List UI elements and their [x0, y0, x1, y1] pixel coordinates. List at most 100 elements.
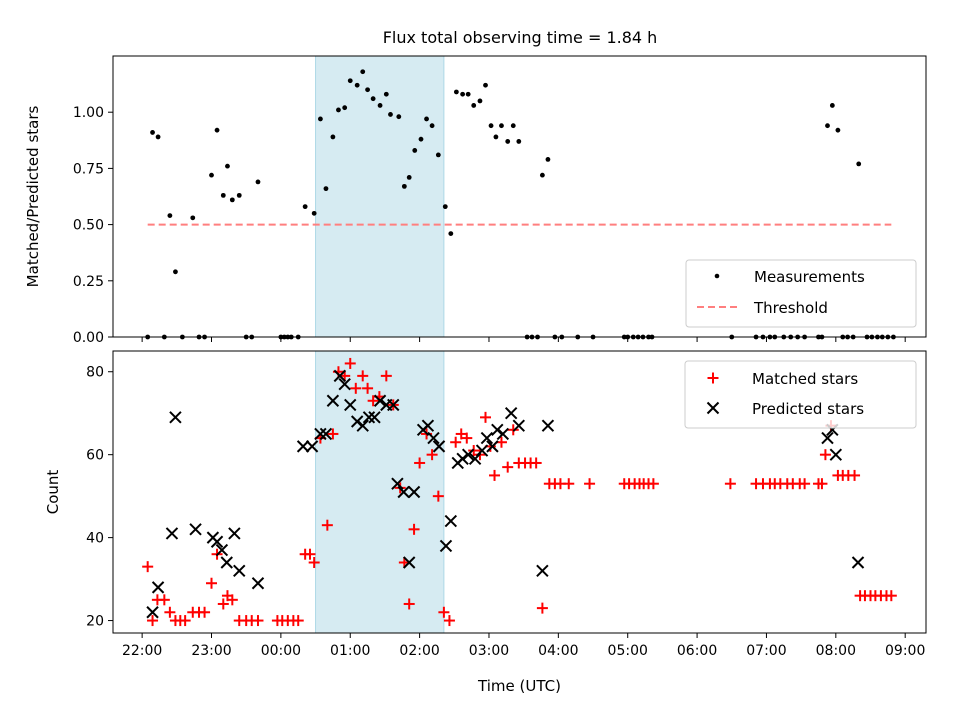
- predicted-star-point: [480, 431, 494, 445]
- predicted-star-point: [373, 394, 387, 407]
- predicted-mark-b: [541, 419, 555, 432]
- predicted-star-point: [362, 411, 376, 424]
- top-y-tick-label: 1.00: [73, 105, 104, 121]
- x-tick-label: 02:00: [399, 643, 439, 659]
- predicted-mark-b: [220, 556, 233, 569]
- predicted-star-point: [356, 419, 369, 432]
- x-tick-label: 09:00: [885, 643, 925, 659]
- predicted-mark-b: [397, 485, 410, 499]
- predicted-stars-points: [146, 369, 865, 619]
- top-legend: Measurements Threshold: [685, 259, 917, 328]
- predicted-mark-b: [512, 419, 526, 432]
- measurement-point: [167, 213, 173, 219]
- matched-star-point: [480, 411, 492, 423]
- predicted-star-point: [541, 419, 555, 432]
- measurement-point: [229, 197, 235, 203]
- predicted-mark-b: [210, 535, 224, 548]
- measurement-point: [383, 91, 389, 97]
- bottom-axis-ticks: 22:00 23:00 00:00 01:00 02:00 03:00 04:00 05:00…: [86, 365, 925, 659]
- measurement-point: [155, 134, 161, 140]
- predicted-mark-b: [338, 377, 351, 391]
- predicted-mark-b: [233, 564, 246, 578]
- matched-star-point: [367, 395, 379, 407]
- matched-star-point: [403, 598, 415, 610]
- legend-predicted-label: Predicted stars: [752, 400, 864, 418]
- predicted-star-point: [326, 394, 340, 407]
- predicted-star-point: [387, 398, 400, 412]
- bottom-legend: Matched stars Predicted stars: [684, 360, 917, 429]
- matched-star-point: [426, 449, 438, 461]
- chart-title: Flux total observing time = 1.84 h: [383, 28, 658, 47]
- predicted-star-point: [165, 527, 179, 540]
- predicted-star-point: [496, 427, 510, 441]
- matched-star-point: [724, 478, 736, 490]
- matched-star-point: [327, 428, 339, 440]
- x-axis-label: Time (UTC): [477, 677, 561, 695]
- measurement-point: [220, 192, 226, 198]
- bottom-legend-box: [684, 360, 917, 429]
- predicted-mark-b: [146, 606, 159, 619]
- predicted-star-point: [821, 431, 834, 445]
- measurement-point: [471, 103, 477, 108]
- legend-predicted-mark-b: [706, 401, 720, 415]
- matched-stars-points: [142, 357, 897, 627]
- predicted-mark-b: [439, 539, 453, 553]
- predicted-star-point: [851, 556, 865, 569]
- predicted-mark-b: [251, 577, 265, 590]
- matched-star-point: [443, 615, 455, 627]
- predicted-star-point: [333, 369, 347, 383]
- x-tick-label: 04:00: [538, 643, 578, 659]
- predicted-mark-b: [326, 394, 340, 407]
- predicted-star-point: [251, 577, 265, 590]
- measurement-point: [510, 123, 516, 129]
- predicted-star-point: [169, 411, 182, 424]
- predicted-mark-b: [444, 514, 458, 528]
- matched-star-point: [350, 382, 362, 394]
- measurement-point: [435, 152, 441, 158]
- top-panel: 0.00 0.25 0.50 0.75 1.00 Matched/Predicted s…: [24, 55, 927, 346]
- matched-star-point: [455, 428, 467, 440]
- predicted-star-point: [319, 427, 333, 441]
- predicted-star-point: [338, 377, 351, 391]
- matched-star-point: [819, 449, 831, 461]
- measurement-point: [835, 127, 841, 133]
- predicted-mark-b: [373, 394, 387, 407]
- predicted-star-point: [220, 556, 233, 569]
- predicted-mark-b: [368, 411, 381, 424]
- matched-star-point: [179, 615, 191, 627]
- x-tick-label: 22:00: [122, 643, 162, 659]
- measurement-point: [173, 269, 178, 275]
- measurement-point: [388, 112, 393, 117]
- measurement-point: [465, 91, 471, 97]
- matched-star-point: [584, 478, 596, 490]
- top-y-tick-label: 0.25: [73, 274, 104, 290]
- predicted-star-point: [512, 419, 526, 432]
- predicted-mark-b: [829, 448, 843, 461]
- predicted-mark-b: [427, 431, 440, 445]
- predicted-mark-b: [461, 448, 475, 461]
- predicted-star-point: [391, 477, 404, 490]
- measurement-point: [429, 123, 435, 129]
- measurement-point: [493, 134, 499, 140]
- measurement-point: [318, 116, 323, 122]
- predicted-mark-b: [333, 369, 347, 383]
- matched-star-point: [344, 357, 356, 369]
- predicted-mark-b: [314, 427, 327, 441]
- predicted-star-point: [536, 564, 549, 578]
- predicted-mark-b: [296, 440, 310, 453]
- predicted-star-point: [407, 485, 421, 499]
- predicted-mark-b: [344, 398, 357, 412]
- matched-star-point: [304, 548, 316, 560]
- predicted-star-point: [504, 406, 518, 420]
- matched-star-point: [530, 457, 542, 469]
- predicted-mark-b: [165, 527, 179, 540]
- measurement-point: [377, 103, 383, 108]
- bottom-y-tick-label: 20: [86, 614, 104, 630]
- predicted-star-point: [397, 485, 410, 499]
- predicted-star-point: [151, 581, 165, 594]
- matched-star-point: [217, 598, 229, 610]
- predicted-mark-b: [228, 527, 241, 540]
- bottom-y-tick-label: 60: [86, 448, 104, 464]
- top-axis-ticks: 0.00 0.25 0.50 0.75 1.00: [73, 105, 906, 346]
- predicted-mark-b: [821, 431, 834, 445]
